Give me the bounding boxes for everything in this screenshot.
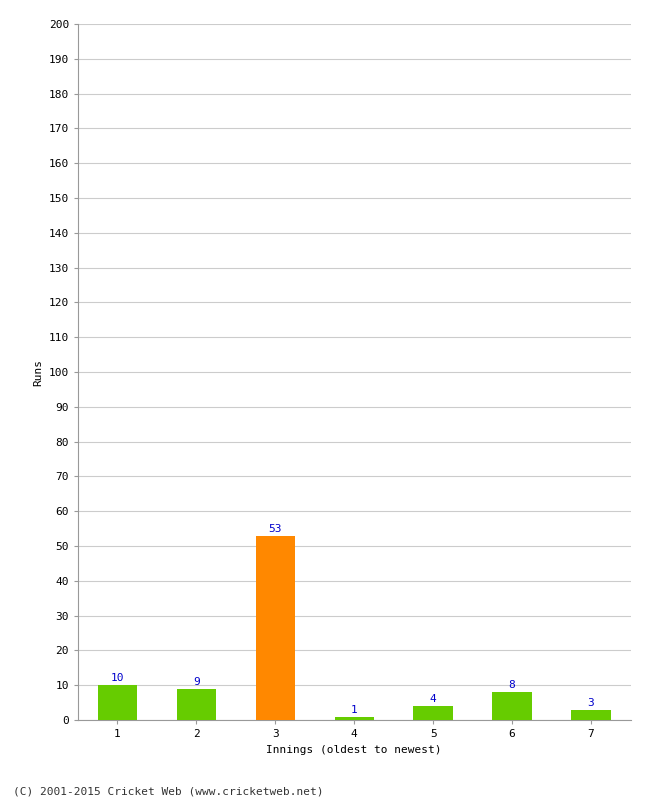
Bar bbox=[98, 685, 137, 720]
Text: 8: 8 bbox=[509, 681, 515, 690]
Y-axis label: Runs: Runs bbox=[33, 358, 43, 386]
X-axis label: Innings (oldest to newest): Innings (oldest to newest) bbox=[266, 745, 442, 754]
Bar bbox=[177, 689, 216, 720]
Text: 10: 10 bbox=[111, 674, 124, 683]
Text: 1: 1 bbox=[351, 705, 358, 714]
Bar bbox=[571, 710, 611, 720]
Bar bbox=[413, 706, 453, 720]
Text: 3: 3 bbox=[588, 698, 594, 708]
Bar bbox=[255, 535, 295, 720]
Text: 4: 4 bbox=[430, 694, 437, 704]
Text: 53: 53 bbox=[268, 524, 282, 534]
Text: 9: 9 bbox=[193, 677, 200, 687]
Text: (C) 2001-2015 Cricket Web (www.cricketweb.net): (C) 2001-2015 Cricket Web (www.cricketwe… bbox=[13, 786, 324, 796]
Bar bbox=[335, 717, 374, 720]
Bar bbox=[493, 692, 532, 720]
